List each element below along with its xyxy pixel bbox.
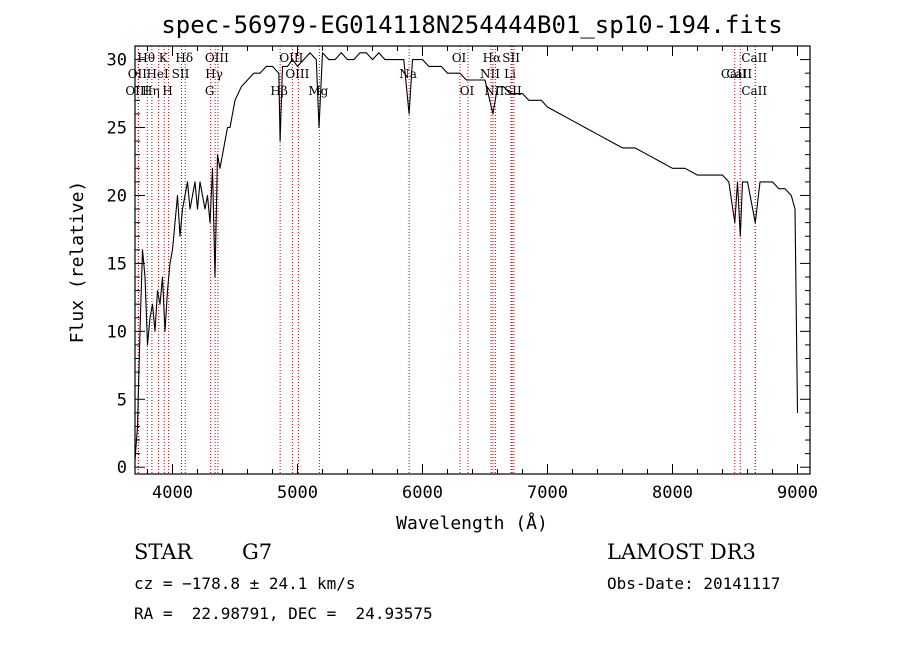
line-label: OIII	[205, 51, 229, 65]
line-label: CaII	[726, 67, 752, 81]
y-tick-label: 0	[117, 458, 127, 478]
line-label: Na	[399, 67, 417, 81]
object-subclass: G7	[242, 540, 273, 564]
y-tick-label: 15	[107, 254, 127, 274]
line-label: OIII	[125, 84, 149, 98]
x-axis-label: Wavelength (Å)	[396, 512, 548, 534]
line-label: OII	[128, 67, 148, 81]
y-tick-label: 20	[107, 186, 127, 206]
line-label: OI	[460, 84, 475, 98]
line-label: SII	[172, 67, 190, 81]
line-label: NII	[480, 67, 500, 81]
line-label: Hβ	[270, 84, 287, 98]
line-label: H	[162, 84, 172, 98]
spectrum-line	[134, 52, 799, 461]
line-label: Hη	[142, 84, 160, 98]
line-label: OI	[452, 51, 467, 65]
line-label: G	[205, 84, 215, 98]
y-tick-label: 5	[117, 390, 127, 410]
line-label: Hδ	[175, 51, 193, 65]
x-tick-label: 7000	[527, 483, 568, 503]
line-label: Li	[504, 67, 516, 81]
y-axis-label: Flux (relative)	[67, 181, 88, 344]
line-label: NII	[484, 84, 504, 98]
chart-title: spec-56979-EG014118N254444B01_sp10-194.f…	[161, 11, 782, 39]
line-label: OIII	[285, 67, 309, 81]
x-tick-label: 9000	[777, 483, 818, 503]
object-class: STAR	[134, 540, 193, 564]
y-tick-label: 30	[107, 51, 127, 71]
line-label: Mg	[308, 84, 328, 98]
line-label: Hα	[483, 51, 502, 65]
y-tick-label: 10	[107, 322, 127, 342]
plot-frame	[134, 45, 811, 475]
line-label: CaII	[741, 51, 767, 65]
y-tick-label: 25	[107, 119, 127, 139]
line-label: HeI	[146, 67, 169, 81]
redshift-text: cz = −178.8 ± 24.1 km/s	[134, 574, 356, 593]
line-label: CaII	[721, 67, 747, 81]
line-label: Hγ	[205, 67, 223, 81]
line-label: Hθ	[137, 51, 155, 65]
line-label: SII	[504, 84, 522, 98]
coordinates-text: RA = 22.98791, DEC = 24.93575	[134, 604, 433, 623]
x-tick-label: 5000	[277, 483, 318, 503]
x-tick-label: 4000	[152, 483, 193, 503]
x-tick-label: 8000	[652, 483, 693, 503]
x-tick-label: 6000	[402, 483, 443, 503]
line-label: SII	[502, 51, 520, 65]
line-label: K	[159, 51, 169, 65]
survey-name: LAMOST DR3	[607, 540, 756, 564]
line-label: OIII	[279, 51, 303, 65]
obs-date-text: Obs-Date: 20141117	[607, 574, 781, 593]
line-label: CaII	[741, 84, 767, 98]
